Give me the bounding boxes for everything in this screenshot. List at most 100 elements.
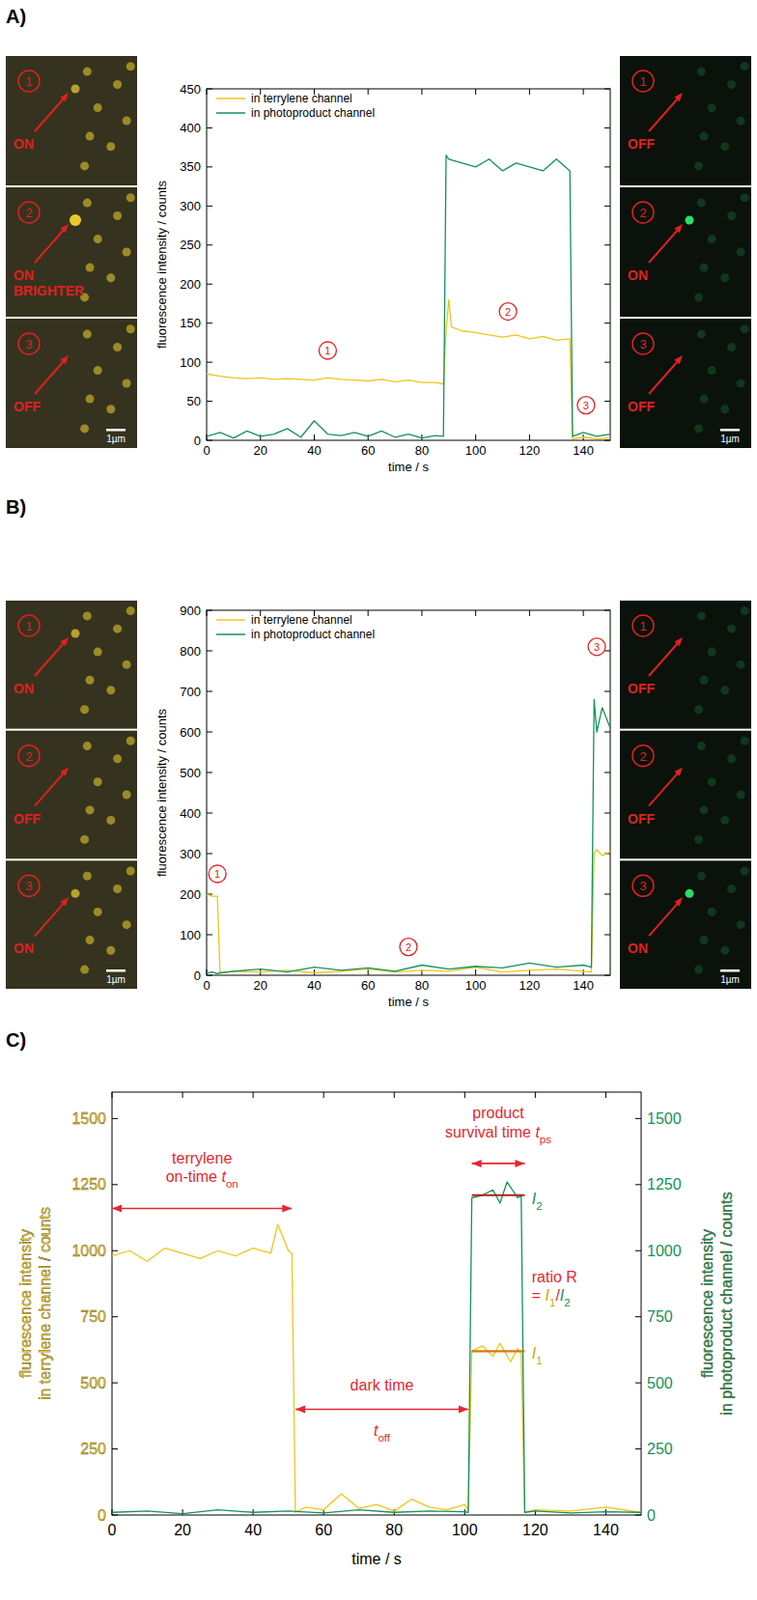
- annotation-text: ratio R: [532, 1268, 578, 1286]
- x-tick-label: 20: [173, 1521, 192, 1539]
- spot: [106, 404, 115, 414]
- annotation-part: ratio R: [532, 1268, 578, 1286]
- x-tick-label: 60: [361, 978, 375, 993]
- annotation-part: on: [225, 1177, 239, 1190]
- series-line: [112, 1224, 642, 1513]
- y-tick-label: 1500: [71, 1110, 107, 1127]
- x-tick-label: 20: [252, 978, 267, 993]
- scale-bar: [106, 428, 126, 432]
- legend-swatch: [216, 112, 246, 114]
- frame-state: OFF: [627, 811, 655, 827]
- y-tick: [112, 1316, 118, 1318]
- spot: [126, 606, 136, 616]
- scale-bar-label: 1µm: [106, 433, 126, 445]
- annotation-part: on-time: [166, 1168, 223, 1185]
- x-tick: [583, 610, 585, 617]
- spot: [106, 685, 115, 695]
- y-tick-label: 50: [187, 393, 201, 409]
- spot: [112, 211, 122, 221]
- y-tick: [206, 853, 213, 855]
- panel-label: C): [5, 1029, 27, 1051]
- x-tick-label: 140: [572, 978, 594, 993]
- y-tick: [604, 205, 611, 207]
- annotation-part: ps: [539, 1133, 552, 1146]
- y-tick-label: 600: [179, 725, 201, 740]
- molecule: [71, 889, 81, 898]
- y-axis-title: in photoproduct channel / counts: [718, 1191, 735, 1415]
- y-tick: [206, 610, 213, 612]
- x-tick: [206, 88, 208, 95]
- chart: 0204060801001201400100200300400500600700…: [154, 603, 611, 1010]
- y-tick: [206, 127, 213, 129]
- spot: [122, 116, 132, 126]
- image-frame: [619, 860, 752, 989]
- y-tick: [112, 1514, 118, 1516]
- spot: [85, 132, 95, 141]
- marker-circle: [632, 874, 654, 897]
- annotation-text: = I1/I2: [532, 1287, 571, 1309]
- y2-tick-label: 250: [646, 1440, 673, 1458]
- spot: [112, 80, 122, 89]
- image-frame: [619, 187, 752, 317]
- spot: [707, 907, 717, 917]
- x-tick: [420, 610, 422, 617]
- y-tick: [206, 205, 213, 207]
- y-tick: [206, 691, 213, 693]
- image-frame: [5, 318, 138, 449]
- y2-tick: [635, 1448, 642, 1450]
- y-tick: [112, 1118, 118, 1120]
- arrow-head: [59, 224, 69, 233]
- y-tick: [206, 731, 213, 733]
- y-axis-title: fluorescence intensity / counts: [154, 707, 169, 877]
- arrow-head: [673, 897, 683, 906]
- spot: [93, 103, 103, 113]
- arrow: [648, 773, 678, 807]
- y-tick: [604, 894, 611, 896]
- spot: [83, 611, 92, 620]
- frame-number: 3: [639, 878, 646, 894]
- marker-circle: [632, 201, 654, 224]
- annotation-part: 2: [563, 1296, 570, 1309]
- y-tick: [206, 650, 213, 652]
- annotation-text: I1: [532, 1345, 543, 1367]
- arrow-head: [59, 92, 69, 102]
- x-tick: [583, 969, 585, 976]
- arrow-head: [472, 1159, 482, 1168]
- arrow-head: [59, 637, 69, 646]
- series-line: [206, 155, 611, 439]
- y-tick: [604, 440, 611, 442]
- y-tick-label: 300: [179, 846, 201, 862]
- x-tick: [313, 434, 315, 441]
- arrow: [34, 361, 64, 394]
- x-tick-label: 60: [314, 1521, 333, 1539]
- level-line: [472, 1349, 526, 1352]
- y-axis-title: fluorescence intensity: [17, 1229, 34, 1378]
- spot: [720, 404, 729, 414]
- plot-frame: [112, 1092, 642, 1515]
- spot: [740, 61, 750, 71]
- image-frame: [619, 600, 752, 729]
- spot: [85, 675, 95, 685]
- spot: [694, 292, 703, 302]
- frame-number: 3: [25, 336, 32, 352]
- spot: [85, 935, 95, 945]
- y-tick-label: 150: [179, 315, 201, 331]
- y-tick: [604, 691, 611, 693]
- y-tick-label: 300: [179, 198, 201, 214]
- spot: [122, 248, 132, 257]
- spot: [694, 835, 703, 844]
- y-tick-label: 0: [194, 968, 201, 983]
- spot: [122, 790, 132, 800]
- legend-label: in terrylene channel: [251, 613, 353, 627]
- frame-state: OFF: [13, 398, 41, 415]
- spot: [740, 193, 750, 202]
- spot: [700, 675, 709, 685]
- y-tick: [206, 772, 213, 774]
- y-tick-label: 100: [179, 927, 201, 943]
- y-tick-label: 1250: [71, 1176, 107, 1193]
- x-tick-label: 140: [592, 1521, 619, 1539]
- marker-circle: [632, 615, 654, 637]
- spot: [727, 80, 736, 89]
- x-tick-label: 0: [202, 443, 210, 458]
- spot: [727, 884, 736, 894]
